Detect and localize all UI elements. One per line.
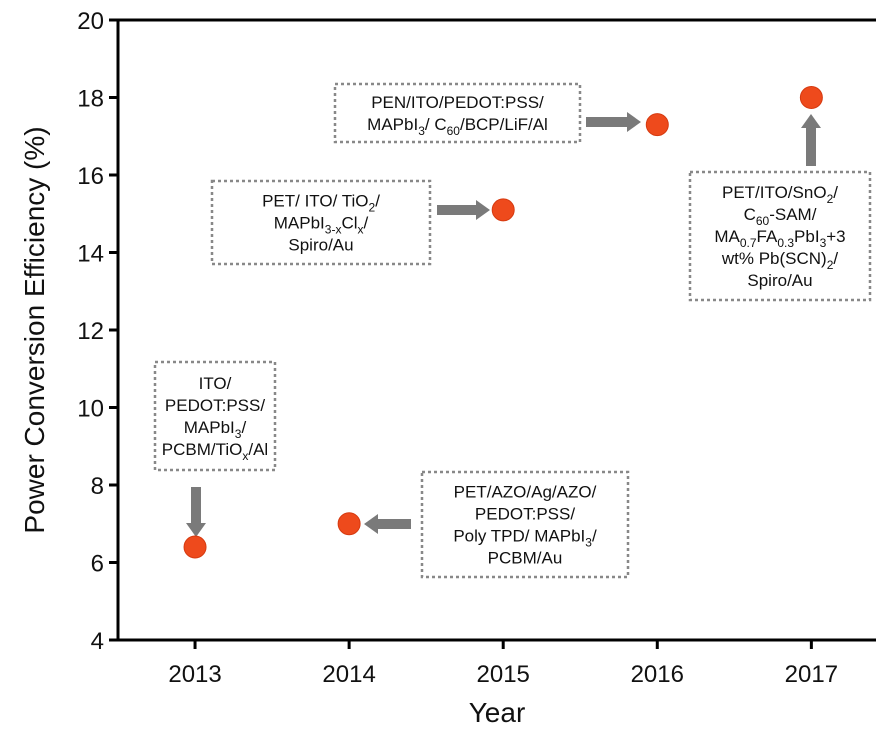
annotation-line: PCBM/Au xyxy=(488,549,563,568)
point xyxy=(799,86,823,109)
y-tick-label: 4 xyxy=(91,628,104,655)
annotation-text: MAPbI xyxy=(184,418,235,437)
annotation-text: MAPbI xyxy=(367,115,418,134)
point xyxy=(645,113,669,137)
y-tick-label: 12 xyxy=(77,318,104,345)
annotation-line: PEDOT:PSS/ xyxy=(165,396,265,415)
annotation-line: PCBM/TiOx​/Al xyxy=(162,440,268,463)
annotation-box xyxy=(420,470,630,579)
y-axis-title: Power Conversion Efficiency (%) xyxy=(19,126,50,533)
annotation-line: MAPbI3-x​Clx​/ xyxy=(274,214,369,237)
annotation-text: PET/ ITO/ TiO xyxy=(262,192,368,211)
annotation-text: PET/ITO/SnO xyxy=(722,183,827,202)
annotation-line: MAPbI3​/ C60​/BCP/LiF/Al xyxy=(367,115,548,138)
annotation-text: +3 xyxy=(826,227,845,246)
annotation-text: ITO/ xyxy=(199,374,232,393)
annotation-text: / xyxy=(375,192,380,211)
annotation-text: PCBM/Au xyxy=(488,549,563,568)
y-tick-label: 10 xyxy=(77,396,104,423)
annotation-text: PEDOT:PSS/ xyxy=(475,505,575,524)
annotation-line: wt% Pb(SCN)2​/ xyxy=(721,249,839,272)
annotation-line: Poly TPD/ MAPbI3​/ xyxy=(453,527,597,550)
annotation-box xyxy=(333,82,582,144)
x-tick-label: 2013 xyxy=(168,661,221,688)
annotation-text: /BCP/LiF/Al xyxy=(460,115,548,134)
annotation-text: Spiro/Au xyxy=(747,271,812,290)
annotation-text: Spiro/Au xyxy=(288,236,353,255)
annotation-line: Spiro/Au xyxy=(747,271,812,290)
annotation-line: PET/ITO/SnO2​/ xyxy=(722,183,838,206)
annotation-line: MAPbI3​/ xyxy=(184,418,247,441)
annotation-box xyxy=(210,179,432,266)
x-axis-title: Year xyxy=(469,697,526,728)
annotation-line: ITO/ xyxy=(199,374,232,393)
annotation-sub: 60 xyxy=(447,124,461,138)
annotation-text: C xyxy=(744,205,756,224)
annotation-text: PEDOT:PSS/ xyxy=(165,396,265,415)
annotation-text: PbI xyxy=(794,227,820,246)
annotation-sub: 0.7 xyxy=(740,236,757,250)
annotation-sub: 3 xyxy=(418,124,425,138)
annotation-text: / xyxy=(833,183,838,202)
arrow xyxy=(586,112,641,132)
annotation-sub: 2 xyxy=(827,258,834,272)
annotation-line: PET/ ITO/ TiO2​/ xyxy=(262,192,380,215)
annotation-line: MA0.7​FA0.3​PbI3​+3 xyxy=(714,227,845,250)
y-tick-label: 14 xyxy=(77,241,104,268)
annotation-line: C60​-SAM/ xyxy=(744,205,817,228)
annotation-sub: 2 xyxy=(827,192,834,206)
annotation-text: PEN/ITO/PEDOT:PSS/ xyxy=(371,93,544,112)
annotation-sub: x xyxy=(242,449,248,463)
y-tick-label: 6 xyxy=(91,551,104,578)
arrow xyxy=(801,114,821,166)
y-tick-label: 16 xyxy=(77,163,104,190)
arrow xyxy=(186,487,206,537)
arrow xyxy=(437,200,490,220)
annotation-text: FA xyxy=(757,227,778,246)
x-tick-label: 2015 xyxy=(477,661,530,688)
annotation-text: PET/AZO/Ag/AZO/ xyxy=(454,483,597,502)
x-tick-label: 2014 xyxy=(322,661,375,688)
annotation-line: PEDOT:PSS/ xyxy=(475,505,575,524)
annotation-box xyxy=(688,170,872,302)
annotation-text: Cl xyxy=(341,214,357,233)
annotation-sub: 2 xyxy=(369,201,376,215)
annotation-text: / xyxy=(364,214,369,233)
annotation-sub: 3 xyxy=(820,236,827,250)
annotation-sub: 3 xyxy=(585,536,592,550)
x-tick-label: 2017 xyxy=(785,661,838,688)
y-tick-label: 20 xyxy=(77,8,104,35)
annotation-text: / C xyxy=(425,115,447,134)
y-tick-label: 18 xyxy=(77,86,104,113)
annotation-text: wt% Pb(SCN) xyxy=(721,249,827,268)
annotation-text: / xyxy=(833,249,838,268)
annotation-sub: x xyxy=(358,223,364,237)
annotation-text: PCBM/TiO xyxy=(162,440,243,459)
annotation-text: -SAM/ xyxy=(769,205,817,224)
annotation-sub: 60 xyxy=(756,214,770,228)
annotation-line: Spiro/Au xyxy=(288,236,353,255)
point xyxy=(183,535,207,559)
annotation-text: /Al xyxy=(248,440,268,459)
annotation-line: PEN/ITO/PEDOT:PSS/ xyxy=(371,93,544,112)
annotation-sub: 3-x xyxy=(325,223,342,237)
annotation-text: Poly TPD/ MAPbI xyxy=(453,527,585,546)
point xyxy=(337,512,361,536)
annotation-text: MAPbI xyxy=(274,214,325,233)
annotation-text: / xyxy=(592,527,597,546)
arrow xyxy=(364,514,411,534)
y-tick-label: 8 xyxy=(91,473,104,500)
point xyxy=(491,198,515,222)
annotation-sub: 3 xyxy=(235,427,242,441)
annotation-text: MA xyxy=(714,227,740,246)
annotation-text: / xyxy=(241,418,246,437)
annotation-sub: 0.3 xyxy=(777,236,794,250)
annotation-box xyxy=(153,360,277,472)
x-tick-label: 2016 xyxy=(631,661,684,688)
annotation-line: PET/AZO/Ag/AZO/ xyxy=(454,483,597,502)
